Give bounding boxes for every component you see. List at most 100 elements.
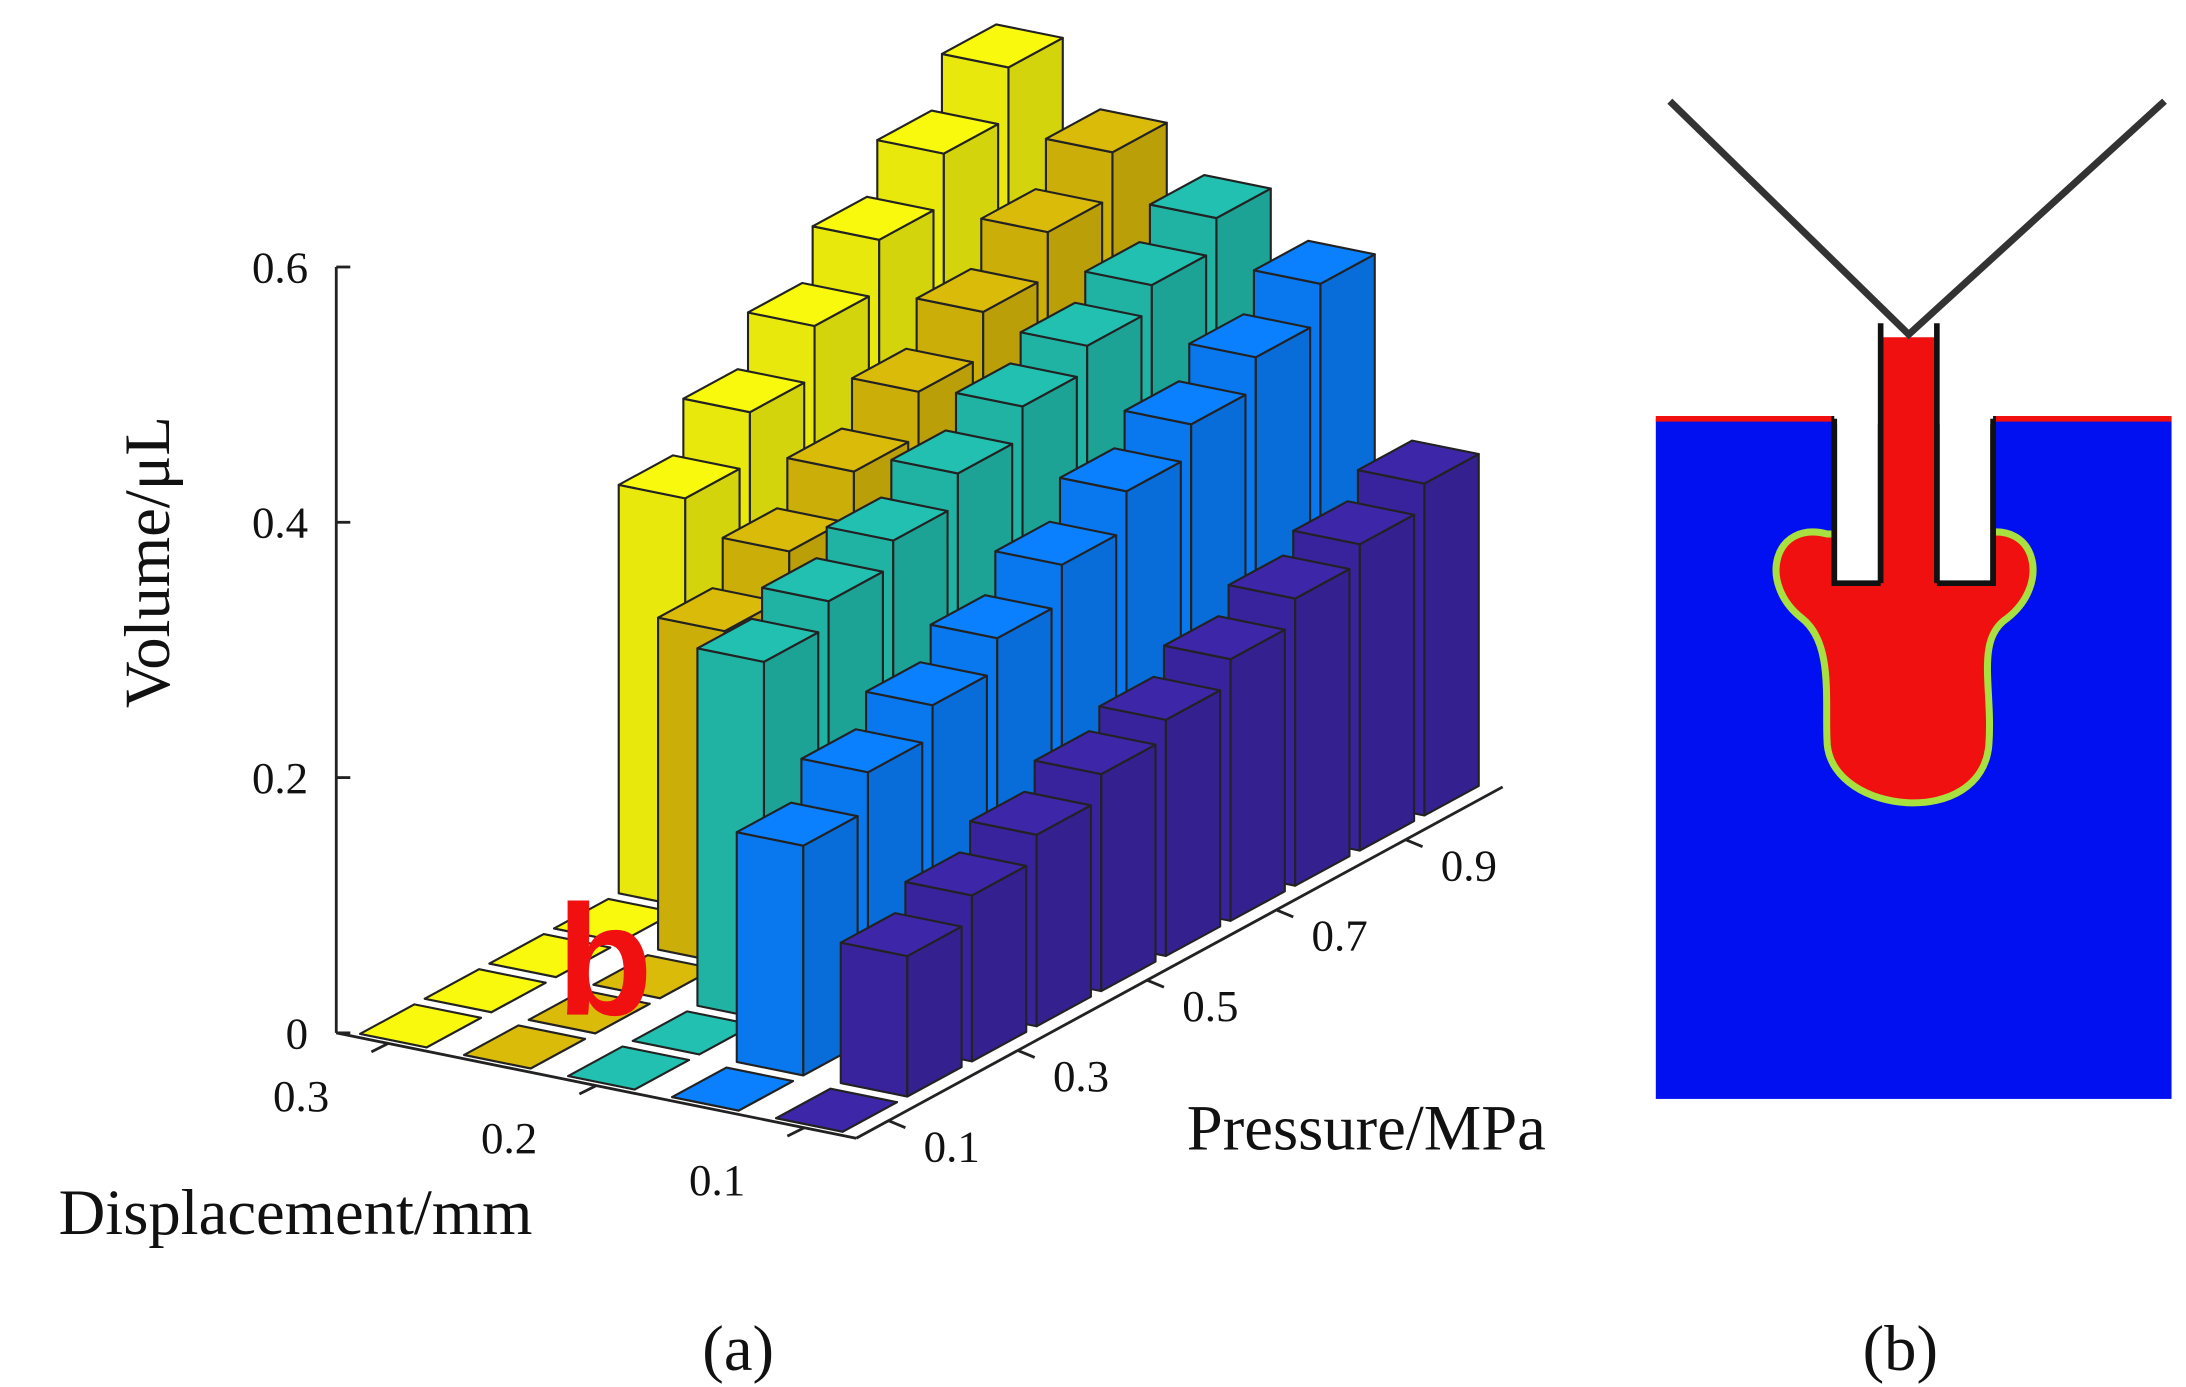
- bar-left-face: [735, 831, 805, 1077]
- caption: (a): [702, 1312, 774, 1384]
- bar-top-face: [617, 454, 741, 500]
- bar-top-face: [1162, 615, 1286, 661]
- x-axis-label: Pressure/MPa: [1187, 1092, 1546, 1164]
- bar-top-face: [850, 347, 974, 393]
- bar-top-face: [423, 968, 547, 1014]
- bar-front-face: [1358, 513, 1416, 852]
- bar-top-face: [954, 362, 1078, 408]
- x-tick-label: 0.3: [1053, 1051, 1109, 1101]
- bar-front-face: [970, 864, 1028, 1063]
- bar-front-face: [1035, 804, 1092, 1028]
- x-tick: [1146, 978, 1165, 989]
- bar-top-face: [811, 195, 935, 241]
- bar: [775, 1087, 899, 1133]
- x-tick-label: 0.1: [924, 1121, 980, 1171]
- bar: [527, 989, 651, 1035]
- bar-top-face: [1033, 730, 1157, 776]
- x-tick-label: 0.5: [1182, 981, 1238, 1031]
- y-tick-label: 0.2: [481, 1113, 537, 1163]
- z-tick-label: 0.4: [252, 498, 308, 548]
- bar-front-face: [1100, 743, 1157, 993]
- bar-top-face: [994, 520, 1118, 566]
- bar-top-face: [1084, 241, 1208, 287]
- bar-top-face: [876, 109, 1000, 155]
- bar-top-face: [839, 912, 963, 958]
- x-axis-line: [855, 785, 1504, 1140]
- x-tick-label: 0.9: [1441, 840, 1497, 890]
- bar-top-face: [940, 23, 1064, 69]
- bar-top-face: [904, 851, 1028, 897]
- bar: [839, 912, 963, 1098]
- bar-top-face: [761, 557, 884, 603]
- bar-top-face: [671, 1066, 795, 1112]
- bar-front-face: [1229, 628, 1286, 922]
- y-tick-label: 0.1: [689, 1155, 745, 1205]
- bar-top-face: [915, 267, 1039, 313]
- bar-top-face: [1044, 108, 1168, 154]
- y-tick: [370, 1042, 389, 1054]
- bar-top-face: [696, 617, 820, 663]
- x-tick: [1017, 1049, 1036, 1059]
- bar-top-face: [800, 728, 924, 774]
- bar-top-face: [488, 933, 612, 979]
- bar: [488, 933, 612, 979]
- bar-top-face: [1252, 239, 1376, 285]
- z-axis-label: Volume/μL: [111, 416, 183, 708]
- simulation-image: [1655, 98, 2172, 1099]
- bar: [463, 1024, 587, 1070]
- bar: [735, 801, 859, 1077]
- bar-top-face: [825, 496, 949, 542]
- bar-front-face: [1294, 567, 1351, 887]
- bar-top-face: [746, 281, 870, 328]
- bar-top-face: [527, 989, 651, 1035]
- channel: [1880, 337, 1937, 591]
- bar-top-face: [657, 587, 780, 633]
- bar-top-face: [1058, 447, 1182, 493]
- bar-top-face: [980, 188, 1104, 234]
- bar-top-face: [864, 661, 988, 707]
- bar-top-face: [463, 1024, 587, 1070]
- x-tick: [1275, 908, 1294, 919]
- bar-top-face: [1227, 554, 1351, 600]
- bar-front-face: [1164, 689, 1222, 958]
- bar-top-face: [1123, 380, 1247, 426]
- bar-top-face: [968, 790, 1092, 836]
- bar-top-face: [592, 954, 716, 1000]
- x-tick: [1405, 838, 1424, 848]
- droplet: [1772, 528, 2037, 807]
- bar-top-face: [786, 427, 910, 473]
- bar-top-face: [1098, 675, 1222, 721]
- bar-top-face: [1188, 313, 1312, 359]
- bar-layer: [359, 23, 1480, 1133]
- bar-top-face: [567, 1045, 691, 1091]
- z-tick-label: 0.2: [252, 753, 308, 803]
- bar-top-face: [1019, 301, 1143, 347]
- bar-top-face: [1292, 500, 1416, 546]
- z-tick-label: 0: [286, 1008, 308, 1058]
- bar-top-face: [682, 368, 806, 414]
- caption: (b): [1863, 1312, 1938, 1384]
- cone: [1667, 98, 2167, 340]
- bar-top-face: [735, 801, 859, 847]
- bar-top-face: [1356, 439, 1480, 485]
- bar: [671, 1066, 795, 1112]
- y-tick-label: 0.3: [273, 1071, 329, 1121]
- x-tick-label: 0.7: [1312, 911, 1368, 961]
- z-tick-label: 0.6: [252, 242, 308, 292]
- annotation: b: [557, 874, 653, 1049]
- bar-top-face: [775, 1087, 899, 1133]
- y-axis-label: Displacement/mm: [59, 1176, 533, 1248]
- bar-top-face: [890, 429, 1014, 475]
- bar: [567, 1045, 691, 1091]
- bar: [359, 1003, 483, 1049]
- x-tick: [887, 1119, 906, 1130]
- bar: [423, 968, 547, 1014]
- bar-front-face: [1423, 453, 1480, 817]
- bar-top-face: [929, 594, 1053, 640]
- bar-top-face: [631, 1010, 755, 1056]
- bar-top-face: [1148, 174, 1272, 220]
- bar-top-face: [553, 897, 676, 944]
- bar: [553, 897, 676, 944]
